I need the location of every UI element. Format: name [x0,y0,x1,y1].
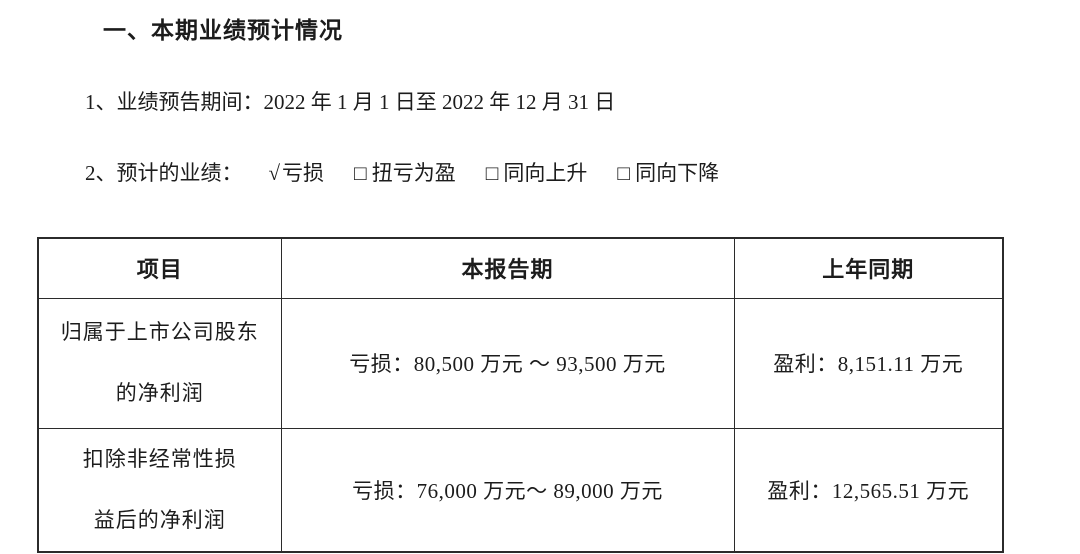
performance-forecast-table: 项目 本报告期 上年同期 归属于上市公司股东 的净利润 亏损：80,500 万元… [37,237,1004,553]
table-row: 归属于上市公司股东 的净利润 亏损：80,500 万元 ～ 93,500 万元 … [37,297,1004,429]
column-header-current-period: 本报告期 [280,237,735,299]
current-period-value: 亏损：76,000 万元～ 89,000 万元 [280,427,735,552]
checkbox-empty-icon: □ [485,161,499,185]
prior-year-value: 盈利：8,151.11 万元 [733,297,1004,429]
option-same-direction-down: □ 同向下降 [617,157,719,187]
item-line: 归属于上市公司股东 [60,320,259,344]
current-period-value: 亏损：80,500 万元 ～ 93,500 万元 [280,297,735,429]
option-same-direction-up-label: 同向上升 [503,161,588,185]
column-header-prior-year: 上年同期 [733,237,1004,299]
checkbox-empty-icon: □ [617,161,631,185]
item-net-profit-excluding-nonrecurring: 扣除非经常性损 益后的净利润 [37,427,282,552]
item-line: 的净利润 [115,381,204,405]
checkmark-icon: √ [268,161,281,185]
option-same-direction-up: □ 同向上升 [486,157,588,187]
section-heading: 一、本期业绩预计情况 [103,18,343,43]
table-row: 扣除非经常性损 益后的净利润 亏损：76,000 万元～ 89,000 万元 盈… [37,427,1004,552]
prior-year-value: 盈利：12,565.51 万元 [733,427,1004,552]
column-header-item: 项目 [37,237,282,299]
expected-performance-label: 2、预计的业绩： [85,161,243,185]
expected-performance-line: 2、预计的业绩： √ 亏损 □ 扭亏为盈 □ 同向上升 □ 同向下降 [85,157,749,187]
item-line: 益后的净利润 [93,507,226,532]
item-net-profit-attributable: 归属于上市公司股东 的净利润 [37,297,282,429]
option-loss: √ 亏损 [269,157,325,187]
option-same-direction-down-label: 同向下降 [635,161,720,185]
forecast-period-line: 1、业绩预告期间：2022 年 1 月 1 日至 2022 年 12 月 31 … [85,90,616,114]
checkbox-empty-icon: □ [354,161,367,185]
option-turn-profit: □ 扭亏为盈 [354,157,456,187]
option-turn-profit-label: 扭亏为盈 [371,161,456,185]
item-line: 扣除非经常性损 [82,446,237,471]
option-loss-label: 亏损 [282,161,325,185]
table-header-row: 项目 本报告期 上年同期 [37,237,1004,299]
